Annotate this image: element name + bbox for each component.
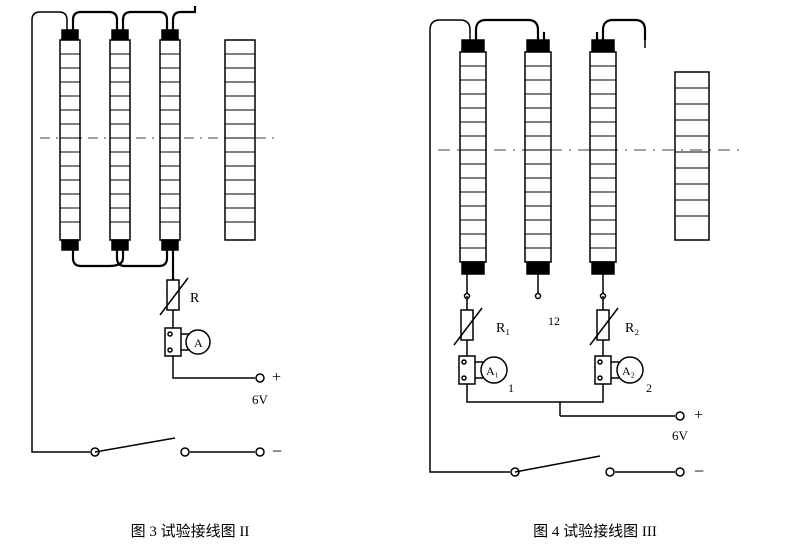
bottom-arc-1-2 xyxy=(73,250,123,266)
coil-4-disconnected xyxy=(225,40,255,240)
resistor-R2 xyxy=(597,310,609,340)
coil-2 xyxy=(525,40,551,274)
terminal-plus xyxy=(256,374,264,382)
label-12: 12 xyxy=(548,314,560,328)
resistor-R1 xyxy=(461,310,473,340)
figure-4-panel: R₁ 12 R₂ A₁ 1 A₂ xyxy=(400,0,790,560)
terminal-plus xyxy=(676,412,684,420)
switch-right-node xyxy=(181,448,189,456)
top-arc-1-2 xyxy=(476,20,538,40)
terminal-minus xyxy=(256,448,264,456)
coil3-top-out xyxy=(173,6,195,30)
shunt-1 xyxy=(459,356,475,384)
figure-3-caption: 图 3 试验接线图 II xyxy=(0,520,380,541)
resistor-R xyxy=(167,280,179,310)
coil-3 xyxy=(160,30,180,250)
switch-right-node xyxy=(606,468,614,476)
label-minus: − xyxy=(272,441,282,461)
figure-3-svg: R A + 6V − xyxy=(0,0,380,500)
bottom-arc-2-3 xyxy=(117,250,167,266)
figure-4-svg: R₁ 12 R₂ A₁ 1 A₂ xyxy=(400,0,790,500)
figure-3-panel: R A + 6V − 图 3 试验接线图 xyxy=(0,0,380,560)
label-plus: + xyxy=(694,407,703,424)
top-arc-3-out xyxy=(603,20,645,40)
label-A: A xyxy=(194,336,203,350)
label-plus: + xyxy=(272,369,281,386)
terminal-minus xyxy=(676,468,684,476)
coil-3 xyxy=(590,40,616,274)
label-6V: 6V xyxy=(252,392,269,407)
coil-2 xyxy=(110,30,130,250)
shunt-block xyxy=(165,328,181,356)
coil-4-disconnected xyxy=(675,72,709,240)
top-arc-1-2 xyxy=(73,12,117,30)
label-R: R xyxy=(190,291,200,306)
coil-1 xyxy=(460,40,486,274)
label-minus: − xyxy=(694,461,704,481)
label-n1: 1 xyxy=(508,381,514,395)
label-A2: A₂ xyxy=(622,364,635,378)
figure-4-caption: 图 4 试验接线图 III xyxy=(400,520,790,541)
top-arc-2-3 xyxy=(123,12,167,30)
label-R1: R₁ xyxy=(496,321,510,336)
switch-lever xyxy=(95,438,175,452)
label-A1: A₁ xyxy=(486,364,499,378)
shunt-2 xyxy=(595,356,611,384)
label-n2: 2 xyxy=(646,381,652,395)
label-R2: R₂ xyxy=(625,321,639,336)
switch-lever xyxy=(515,456,600,472)
coil-1 xyxy=(60,30,80,250)
label-6V: 6V xyxy=(672,428,689,443)
